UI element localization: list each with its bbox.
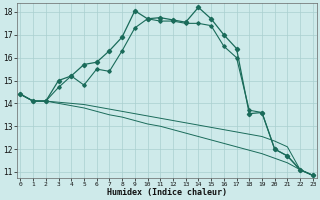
X-axis label: Humidex (Indice chaleur): Humidex (Indice chaleur)	[107, 188, 227, 197]
